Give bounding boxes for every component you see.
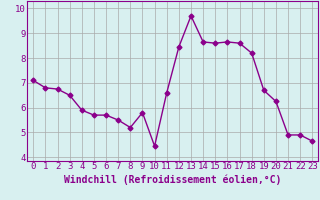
X-axis label: Windchill (Refroidissement éolien,°C): Windchill (Refroidissement éolien,°C) bbox=[64, 174, 282, 185]
